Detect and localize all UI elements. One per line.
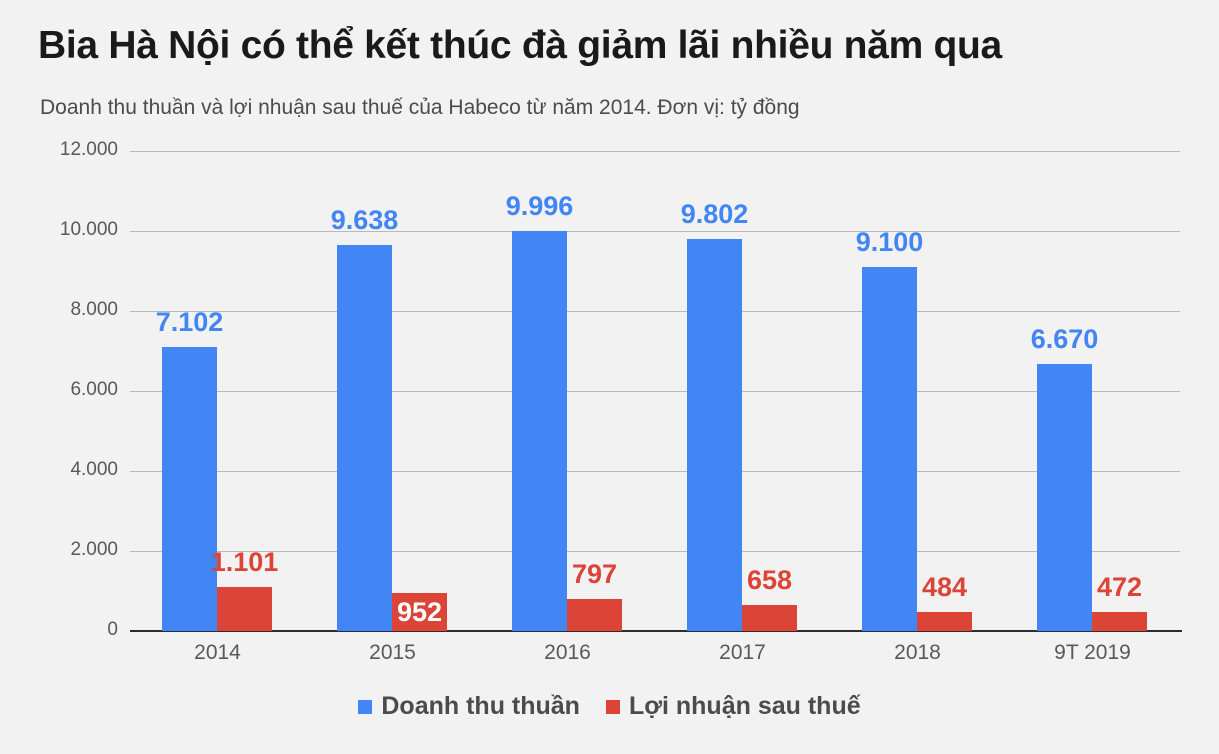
value-label-revenue-2016: 9.996 [505, 191, 574, 222]
page-subtitle: Doanh thu thuần và lợi nhuận sau thuế củ… [40, 96, 800, 119]
value-label-revenue-9T-2019: 6.670 [1030, 324, 1099, 355]
gridline [130, 151, 1180, 152]
bar-profit-9T-2019[interactable] [1092, 612, 1147, 631]
bar-revenue-2014[interactable] [162, 346, 217, 631]
legend-label-revenue: Doanh thu thuần [381, 692, 580, 720]
value-label-profit-9T-2019: 472 [1096, 572, 1143, 603]
bar-revenue-2016[interactable] [512, 231, 567, 631]
bar-revenue-2017[interactable] [687, 238, 742, 631]
bar-revenue-9T-2019[interactable] [1037, 364, 1092, 631]
x-axis-tick-label: 2015 [369, 641, 416, 664]
bar-profit-2014[interactable] [217, 586, 272, 631]
value-label-revenue-2015: 9.638 [330, 205, 399, 236]
y-axis-tick-label: 0 [107, 619, 118, 640]
gridline [130, 391, 1180, 392]
bar-revenue-2015[interactable] [337, 245, 392, 631]
x-axis-tick-label: 2018 [894, 641, 941, 664]
y-axis-tick-label: 8.000 [70, 299, 118, 320]
legend-label-profit: Lợi nhuận sau thuế [628, 692, 861, 720]
gridline [130, 311, 1180, 312]
gridline [130, 551, 1180, 552]
y-axis-tick-label: 2.000 [70, 539, 118, 560]
bar-profit-2016[interactable] [567, 599, 622, 631]
x-axis-line [130, 630, 1182, 632]
x-axis-tick-label: 9T 2019 [1054, 641, 1131, 664]
bar-revenue-2018[interactable] [862, 267, 917, 631]
legend-swatch-icon-red [605, 699, 620, 714]
gridline [130, 471, 1180, 472]
value-label-profit-2014: 1.101 [210, 546, 279, 577]
legend-swatch-icon-blue [358, 699, 373, 714]
legend-item-profit[interactable]: Lợi nhuận sau thuế [605, 692, 861, 721]
value-label-profit-2015: 952 [392, 593, 447, 631]
value-label-profit-2017: 658 [746, 564, 793, 595]
y-axis-tick-label: 10.000 [59, 219, 118, 240]
x-axis-tick-label: 2017 [719, 641, 766, 664]
value-label-revenue-2014: 7.102 [155, 306, 224, 337]
y-axis-tick-label: 4.000 [70, 459, 118, 480]
y-axis-tick-label: 6.000 [70, 379, 118, 400]
gridline [130, 231, 1180, 232]
bar-profit-2017[interactable] [742, 604, 797, 631]
value-label-profit-2016: 797 [571, 559, 618, 590]
value-label-revenue-2017: 9.802 [680, 198, 749, 229]
bar-profit-2018[interactable] [917, 611, 972, 631]
value-label-revenue-2018: 9.100 [855, 227, 924, 257]
legend-item-revenue[interactable]: Doanh thu thuần [358, 692, 580, 721]
value-label-profit-2018: 484 [921, 571, 968, 602]
y-axis-tick-label: 12.000 [59, 139, 118, 160]
x-axis-tick-label: 2016 [544, 641, 591, 664]
page-title: Bia Hà Nội có thể kết thúc đà giảm lãi n… [38, 24, 1002, 67]
x-axis-tick-label: 2014 [194, 641, 241, 664]
chart-legend: Doanh thu thuần Lợi nhuận sau thuế [0, 692, 1219, 721]
